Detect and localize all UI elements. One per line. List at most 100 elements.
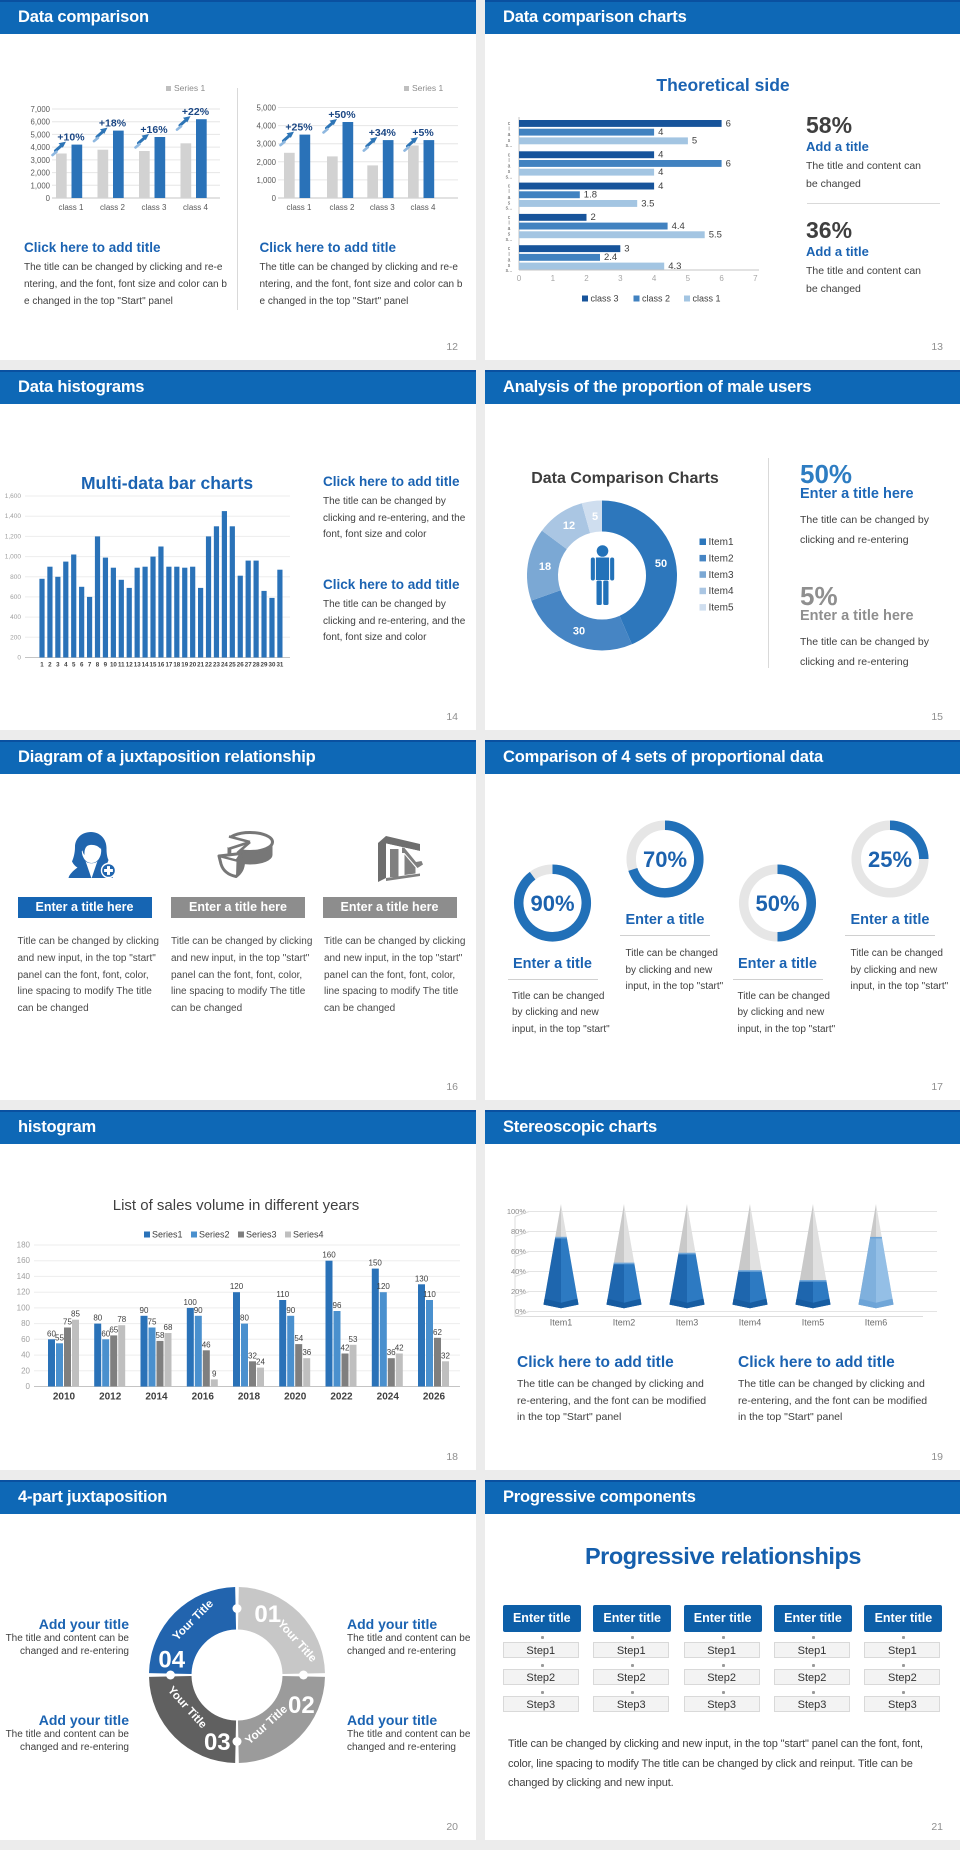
svg-text:Item5: Item5 xyxy=(802,1318,825,1328)
svg-text:60: 60 xyxy=(21,1335,30,1344)
svg-text:class 4: class 4 xyxy=(411,203,436,212)
svg-text:4: 4 xyxy=(658,167,663,178)
svg-text:9: 9 xyxy=(104,662,108,669)
svg-text:0: 0 xyxy=(272,194,277,203)
svg-text:3: 3 xyxy=(624,244,629,255)
svg-text:2026: 2026 xyxy=(423,1392,446,1403)
svg-text:5: 5 xyxy=(592,511,598,523)
svg-text:130: 130 xyxy=(415,1274,429,1283)
svg-text:0%: 0% xyxy=(515,1307,526,1316)
svg-text:0: 0 xyxy=(46,194,51,203)
svg-text:400: 400 xyxy=(10,614,21,621)
svg-text:110: 110 xyxy=(423,1290,436,1299)
svg-text:2018: 2018 xyxy=(238,1392,261,1403)
svg-text:2024: 2024 xyxy=(377,1392,400,1403)
svg-text:54: 54 xyxy=(294,1334,303,1343)
svg-text:15: 15 xyxy=(150,662,157,669)
svg-text:s...: s... xyxy=(506,237,513,243)
svg-text:18: 18 xyxy=(173,662,180,669)
svg-text:8: 8 xyxy=(96,662,100,669)
svg-text:c: c xyxy=(508,152,511,158)
svg-text:Item3: Item3 xyxy=(676,1318,699,1328)
svg-text:62: 62 xyxy=(433,1328,442,1337)
svg-text:1: 1 xyxy=(40,662,44,669)
svg-text:13: 13 xyxy=(134,662,141,669)
svg-text:s: s xyxy=(508,138,511,144)
svg-text:2: 2 xyxy=(584,274,589,283)
svg-text:17: 17 xyxy=(165,662,172,669)
svg-text:30: 30 xyxy=(269,662,276,669)
svg-text:4: 4 xyxy=(658,127,663,138)
svg-text:0: 0 xyxy=(26,1382,31,1391)
svg-text:90%: 90% xyxy=(530,891,574,916)
svg-text:36: 36 xyxy=(387,1348,396,1357)
svg-text:42: 42 xyxy=(341,1344,350,1353)
svg-text:20: 20 xyxy=(21,1366,30,1375)
svg-text:5,000: 5,000 xyxy=(256,104,276,113)
svg-text:25: 25 xyxy=(229,662,236,669)
svg-text:12: 12 xyxy=(126,662,133,669)
svg-text:78: 78 xyxy=(117,1315,126,1324)
svg-text:2014: 2014 xyxy=(145,1392,168,1403)
svg-text:2.4: 2.4 xyxy=(604,252,617,263)
svg-text:6: 6 xyxy=(726,158,731,169)
svg-text:1,000: 1,000 xyxy=(256,176,276,185)
svg-text:85: 85 xyxy=(71,1310,80,1319)
svg-text:04: 04 xyxy=(158,1646,185,1673)
svg-text:+18%: +18% xyxy=(99,118,127,130)
svg-text:11: 11 xyxy=(118,662,125,669)
svg-text:a: a xyxy=(508,132,511,138)
svg-text:l: l xyxy=(508,189,509,195)
svg-text:68: 68 xyxy=(164,1323,173,1332)
svg-text:s...: s... xyxy=(506,206,513,212)
svg-text:150: 150 xyxy=(369,1259,383,1268)
svg-text:21: 21 xyxy=(197,662,204,669)
svg-text:110: 110 xyxy=(276,1290,289,1299)
svg-text:l: l xyxy=(508,252,509,258)
svg-text:4: 4 xyxy=(652,274,657,283)
svg-text:30: 30 xyxy=(573,626,585,638)
svg-text:2: 2 xyxy=(591,212,596,223)
svg-text:53: 53 xyxy=(349,1335,358,1344)
svg-text:80: 80 xyxy=(240,1314,249,1323)
svg-text:3,000: 3,000 xyxy=(256,140,276,149)
svg-text:2: 2 xyxy=(48,662,52,669)
svg-text:2022: 2022 xyxy=(330,1392,353,1403)
svg-text:+22%: +22% xyxy=(182,106,210,118)
svg-text:1: 1 xyxy=(551,274,556,283)
svg-text:9: 9 xyxy=(212,1369,217,1378)
svg-text:class 1: class 1 xyxy=(693,294,721,304)
svg-text:3: 3 xyxy=(618,274,623,283)
svg-text:c: c xyxy=(508,184,511,190)
svg-text:120: 120 xyxy=(17,1288,31,1297)
svg-text:2012: 2012 xyxy=(99,1392,122,1403)
svg-text:20%: 20% xyxy=(511,1287,526,1296)
svg-text:2,000: 2,000 xyxy=(30,169,50,178)
svg-text:s: s xyxy=(508,232,511,238)
svg-text:60%: 60% xyxy=(511,1247,526,1256)
svg-text:7: 7 xyxy=(753,274,758,283)
svg-text:+34%: +34% xyxy=(369,127,397,139)
svg-text:class 2: class 2 xyxy=(330,203,355,212)
svg-text:29: 29 xyxy=(261,662,268,669)
svg-text:l: l xyxy=(508,127,509,133)
svg-text:2,000: 2,000 xyxy=(256,158,276,167)
svg-text:6,000: 6,000 xyxy=(30,118,50,127)
svg-text:65: 65 xyxy=(109,1325,118,1334)
svg-text:75: 75 xyxy=(63,1318,72,1327)
svg-text:5: 5 xyxy=(686,274,691,283)
svg-text:02: 02 xyxy=(288,1692,315,1719)
svg-text:class 1: class 1 xyxy=(287,203,312,212)
svg-text:Item4: Item4 xyxy=(739,1318,762,1328)
svg-text:0: 0 xyxy=(517,274,522,283)
svg-text:180: 180 xyxy=(17,1241,31,1250)
svg-text:96: 96 xyxy=(333,1301,342,1310)
svg-text:32: 32 xyxy=(248,1351,257,1360)
svg-text:1,400: 1,400 xyxy=(5,513,22,520)
svg-text:55: 55 xyxy=(55,1333,64,1342)
svg-text:l: l xyxy=(508,221,509,227)
svg-text:4.4: 4.4 xyxy=(672,221,685,232)
svg-text:2016: 2016 xyxy=(192,1392,215,1403)
svg-text:Item1: Item1 xyxy=(550,1318,573,1328)
svg-text:4: 4 xyxy=(658,181,663,192)
